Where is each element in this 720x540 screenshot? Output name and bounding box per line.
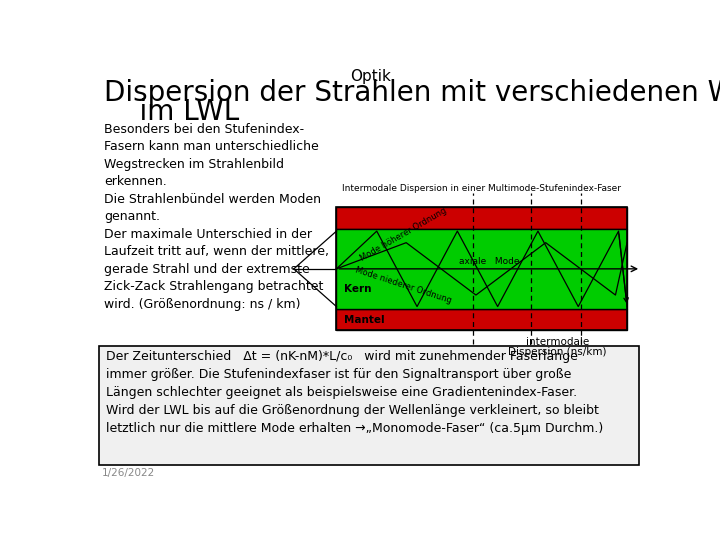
Text: Mode höherer Ordnung: Mode höherer Ordnung xyxy=(358,206,448,264)
Bar xyxy=(336,207,627,229)
Text: Mode niederer Ordnung: Mode niederer Ordnung xyxy=(354,266,452,306)
Text: Intermodale Dispersion in einer Multimode-Stufenindex-Faser: Intermodale Dispersion in einer Multimod… xyxy=(342,184,621,193)
Text: Mantel: Mantel xyxy=(344,315,384,325)
Text: Dispersion der Strahlen mit verschiedenen Wegen: Dispersion der Strahlen mit verschiedene… xyxy=(104,79,720,107)
Text: Optik: Optik xyxy=(350,69,391,84)
Text: Der Zeitunterschied   Δt = (nK-nM)*L/c₀   wird mit zunehmender Faserlänge
immer : Der Zeitunterschied Δt = (nK-nM)*L/c₀ wi… xyxy=(106,350,603,435)
Text: 1/26/2022: 1/26/2022 xyxy=(102,468,155,478)
Bar xyxy=(99,346,639,465)
Text: Dispersion (ns/km): Dispersion (ns/km) xyxy=(508,347,606,357)
Bar xyxy=(336,207,627,330)
Text: Kern: Kern xyxy=(344,284,372,294)
Text: intermodale: intermodale xyxy=(526,336,589,347)
Bar xyxy=(336,229,627,309)
Bar xyxy=(336,309,627,330)
Text: im LWL: im LWL xyxy=(104,98,239,126)
Text: axiale   Mode: axiale Mode xyxy=(459,256,519,266)
Text: Besonders bei den Stufenindex-
Fasern kann man unterschiedliche
Wegstrecken im S: Besonders bei den Stufenindex- Fasern ka… xyxy=(104,123,329,310)
